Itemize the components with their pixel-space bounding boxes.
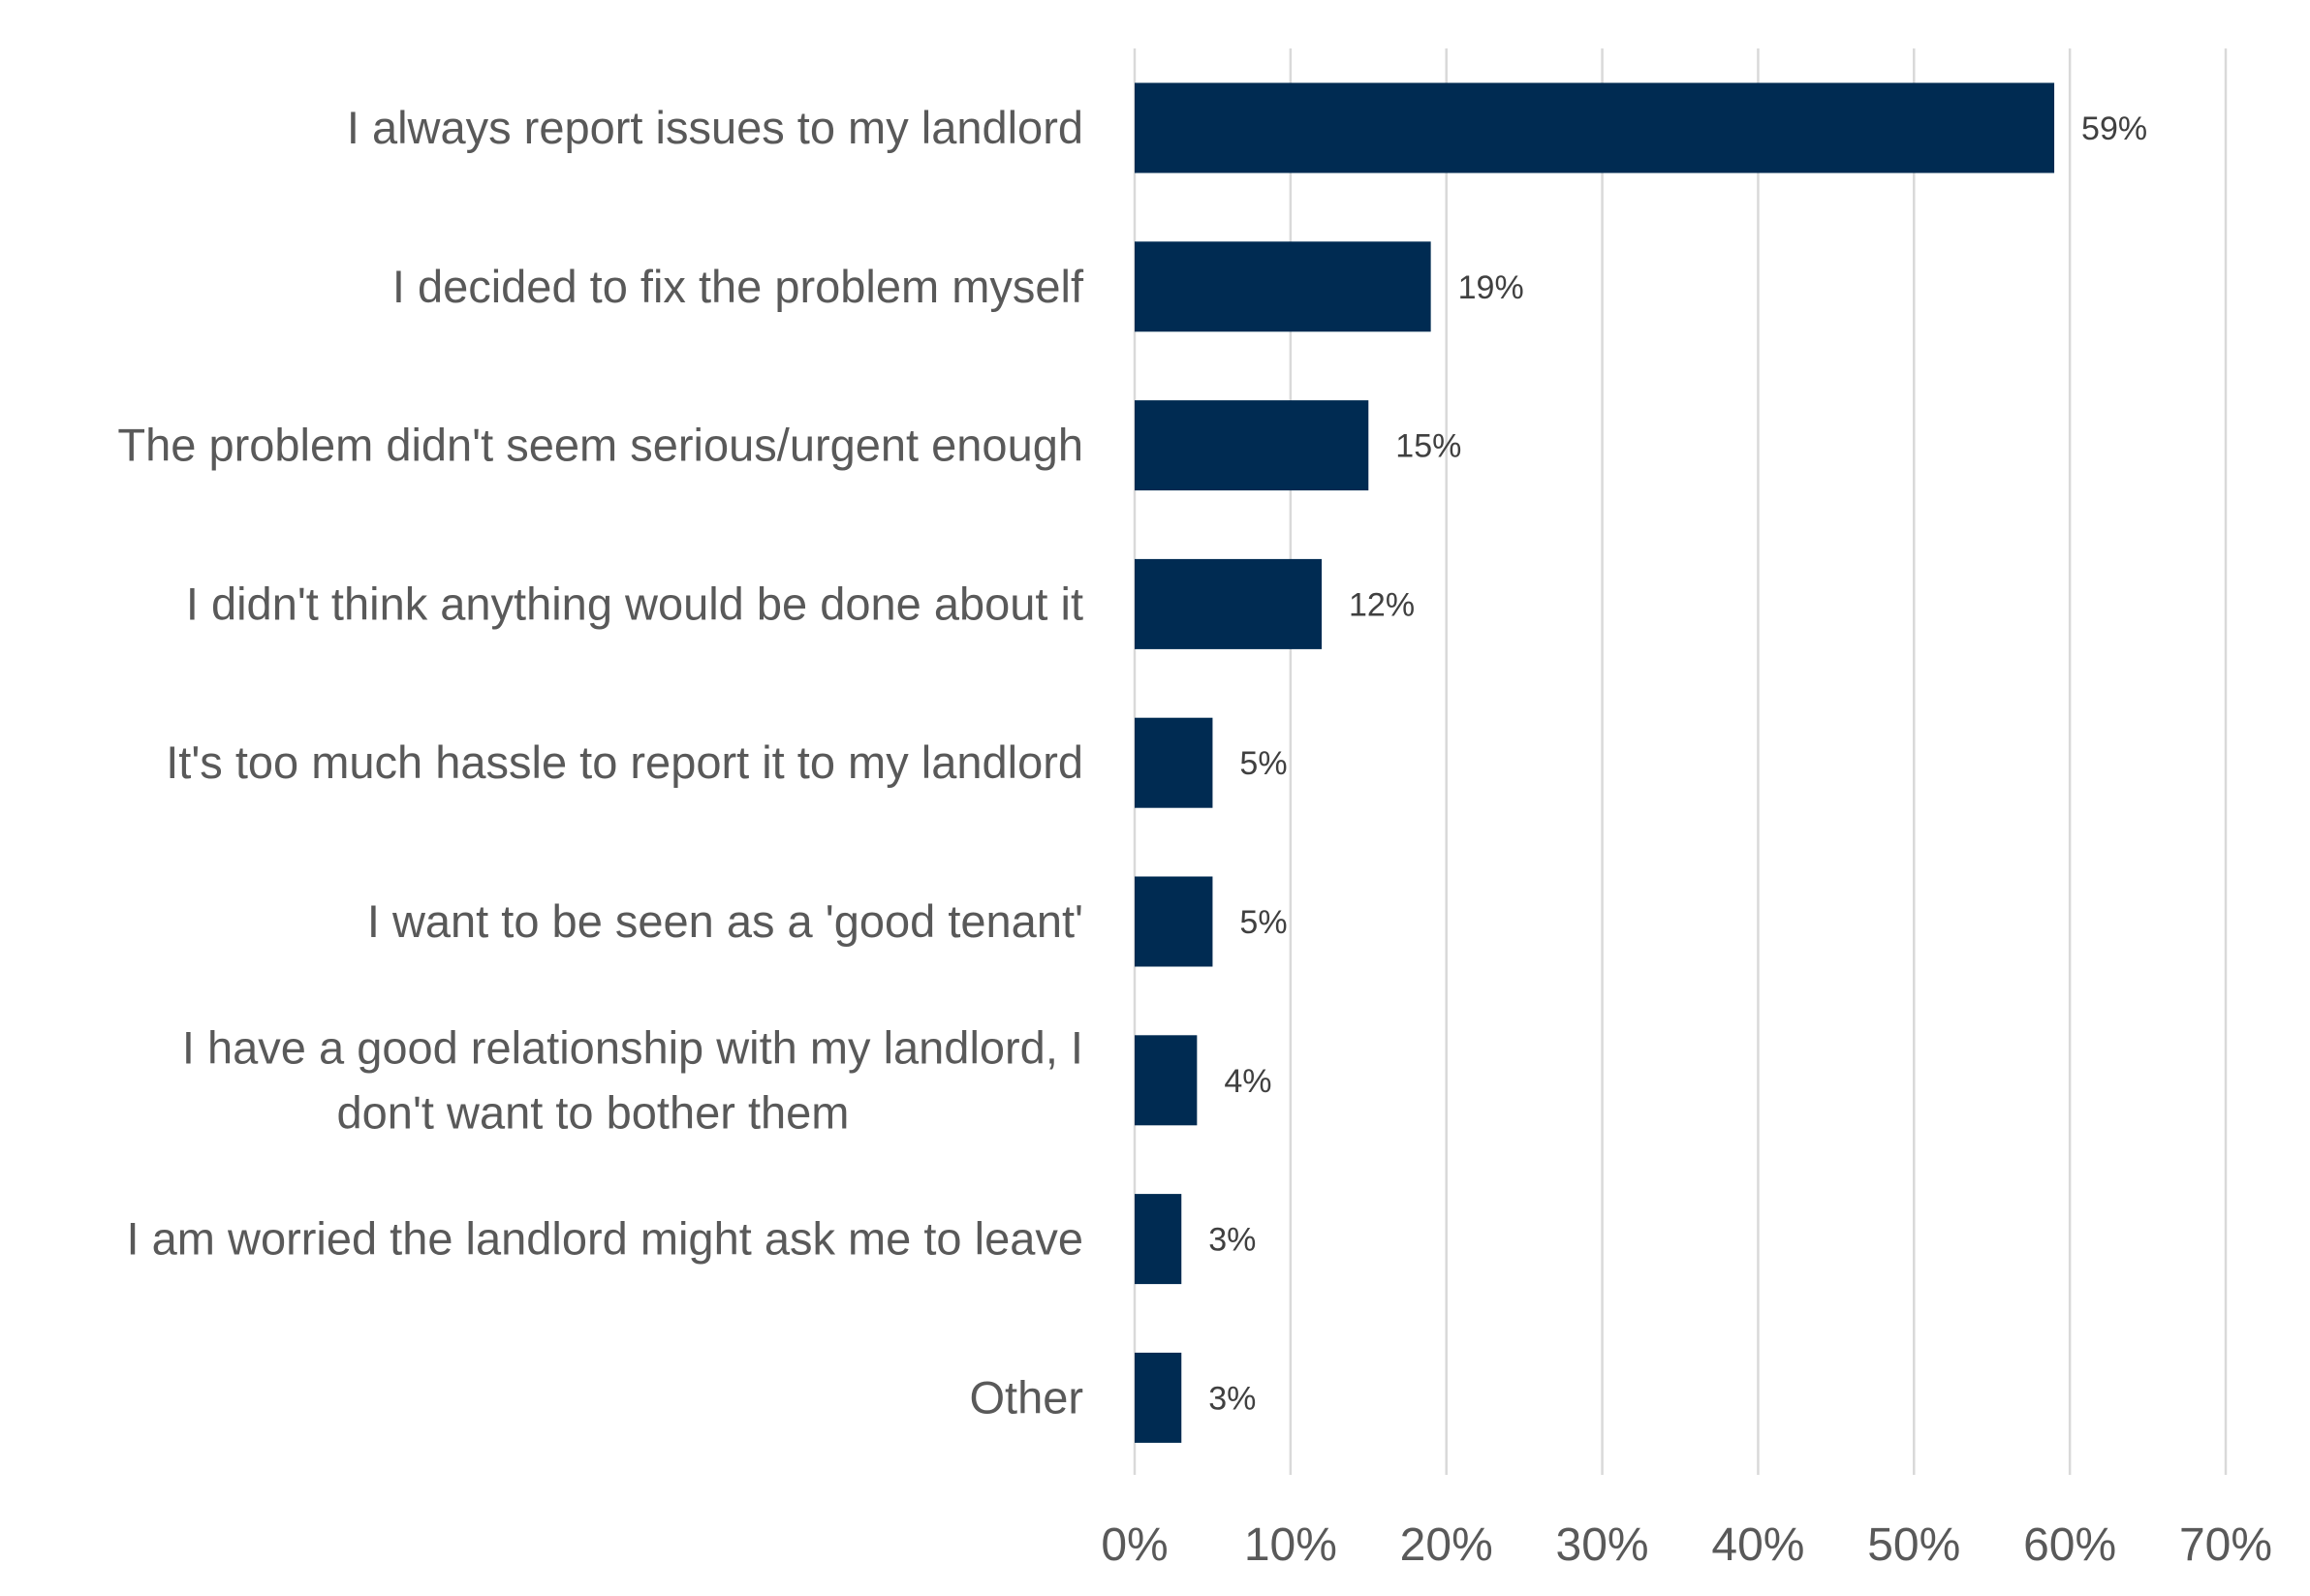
- bar: [1135, 241, 1431, 332]
- data-label: 3%: [1208, 1222, 1256, 1259]
- data-label: 12%: [1349, 586, 1415, 623]
- category-label: Other: [969, 1371, 1083, 1423]
- data-label: 5%: [1239, 904, 1287, 941]
- x-tick-label: 40%: [1711, 1519, 1804, 1571]
- category-label: It's too much hassle to report it to my …: [166, 736, 1083, 788]
- data-label: 5%: [1239, 745, 1287, 782]
- data-label: 4%: [1224, 1063, 1271, 1100]
- x-tick-label: 30%: [1556, 1519, 1649, 1571]
- x-tick-label: 10%: [1244, 1519, 1337, 1571]
- bar: [1135, 82, 2055, 173]
- x-tick-label: 20%: [1400, 1519, 1493, 1571]
- bar: [1135, 1194, 1182, 1285]
- category-labels: I always report issues to my landlord I d…: [117, 102, 1084, 1423]
- category-label: I didn't think anything would be done ab…: [186, 578, 1083, 629]
- bar: [1135, 876, 1213, 967]
- category-label: I have a good relationship with my landl…: [182, 1021, 1083, 1138]
- x-tick-label: 50%: [1867, 1519, 1960, 1571]
- x-axis-ticks: 0% 10% 20% 30% 40% 50% 60% 70%: [1101, 1519, 2272, 1571]
- data-label: 15%: [1395, 428, 1461, 465]
- x-tick-label: 70%: [2179, 1519, 2272, 1571]
- bars: [1135, 82, 2055, 1443]
- x-tick-label: 60%: [2023, 1519, 2116, 1571]
- x-tick-label: 0%: [1101, 1519, 1168, 1571]
- bar: [1135, 400, 1369, 491]
- bar: [1135, 558, 1323, 649]
- category-label: I always report issues to my landlord: [347, 102, 1083, 153]
- data-labels: 59% 19% 15% 12% 5% 5% 4% 3% 3%: [1208, 110, 2147, 1417]
- bar: [1135, 1035, 1198, 1126]
- data-label: 3%: [1208, 1380, 1256, 1417]
- bar: [1135, 717, 1213, 808]
- category-label: I am worried the landlord might ask me t…: [127, 1213, 1083, 1265]
- category-label: The problem didn't seem serious/urgent e…: [117, 420, 1083, 471]
- data-label: 59%: [2081, 110, 2147, 147]
- category-label: I want to be seen as a 'good tenant': [367, 895, 1083, 947]
- bar: [1135, 1352, 1182, 1443]
- category-label: I decided to fix the problem myself: [392, 261, 1084, 312]
- data-label: 19%: [1458, 269, 1524, 306]
